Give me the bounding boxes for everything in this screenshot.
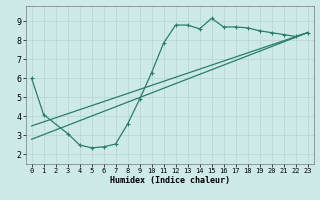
X-axis label: Humidex (Indice chaleur): Humidex (Indice chaleur) <box>109 176 230 185</box>
